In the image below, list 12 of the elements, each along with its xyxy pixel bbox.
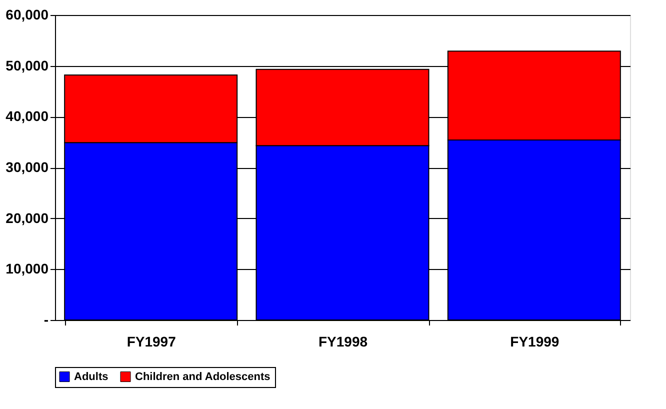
y-tick-label: 10,000 [6, 260, 49, 277]
x-tick-label: FY1997 [126, 334, 176, 350]
y-tick-label: 40,000 [6, 108, 49, 124]
legend-label: Adults [74, 370, 108, 383]
y-tick-label: 20,000 [6, 210, 49, 226]
x-tick-label: FY1999 [510, 334, 560, 350]
y-tick-label: 30,000 [6, 159, 49, 175]
y-tick-label: 60,000 [6, 6, 49, 22]
legend-label: Children and Adolescents [135, 370, 270, 383]
y-tick-label: - [44, 312, 49, 328]
x-tick-label: FY1998 [318, 334, 368, 350]
y-tick-label: 50,000 [6, 57, 49, 74]
